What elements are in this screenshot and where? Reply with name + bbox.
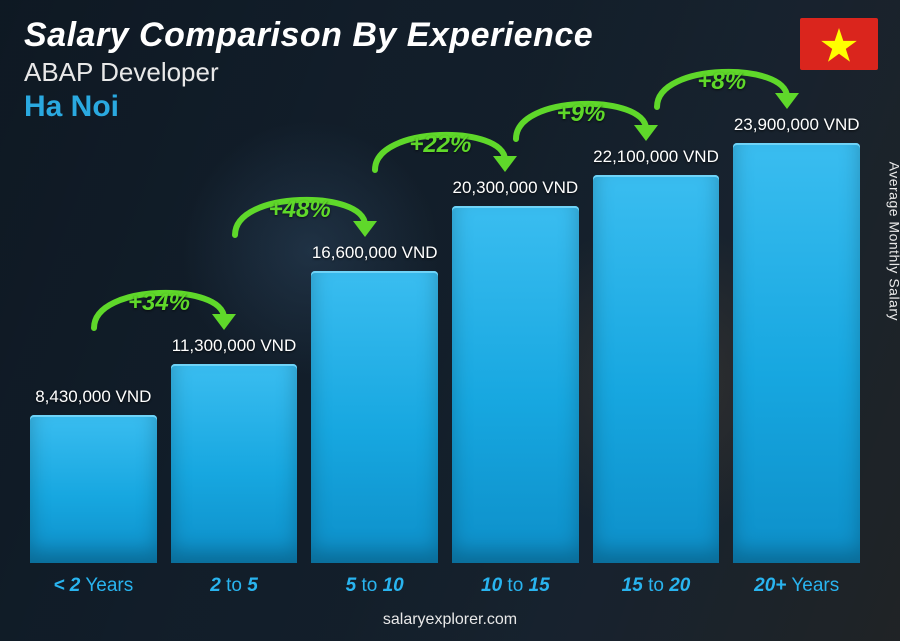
x-axis-category: 20+ Years (695, 575, 898, 597)
footer-credit: salaryexplorer.com (0, 611, 900, 629)
chart-column: 22,100,000 VND+9%15 to 20 (593, 175, 720, 563)
chart-column: 16,600,000 VND+48%5 to 10 (311, 271, 438, 563)
growth-percent-label: +48% (269, 196, 331, 224)
growth-arc: +22% (365, 120, 515, 176)
y-axis-label: Average Monthly Salary (886, 161, 900, 320)
growth-percent-label: +9% (557, 100, 606, 128)
growth-arc: +48% (225, 185, 375, 241)
salary-bar (171, 364, 298, 563)
infographic-stage: Salary Comparison By Experience ABAP Dev… (0, 0, 900, 641)
salary-bar (452, 206, 579, 563)
chart-column: 8,430,000 VND< 2 Years (30, 415, 157, 563)
growth-arc: +34% (84, 278, 234, 334)
salary-bar-chart: 8,430,000 VND< 2 Years11,300,000 VND+34%… (30, 93, 860, 563)
salary-bar (30, 415, 157, 563)
chart-column: 23,900,000 VND+8%20+ Years (733, 143, 860, 563)
growth-percent-label: +34% (128, 289, 190, 317)
salary-bar (593, 175, 720, 563)
growth-arc: +9% (506, 89, 656, 145)
bar-value-label: 23,900,000 VND (683, 115, 900, 135)
salary-bar (733, 143, 860, 563)
vietnam-flag-icon (800, 18, 878, 70)
page-title: Salary Comparison By Experience (24, 16, 876, 55)
salary-bar (311, 271, 438, 563)
growth-percent-label: +22% (409, 131, 471, 159)
page-subtitle: ABAP Developer (24, 57, 876, 88)
chart-column: 20,300,000 VND+22%10 to 15 (452, 206, 579, 563)
chart-column: 11,300,000 VND+34%2 to 5 (171, 364, 298, 563)
